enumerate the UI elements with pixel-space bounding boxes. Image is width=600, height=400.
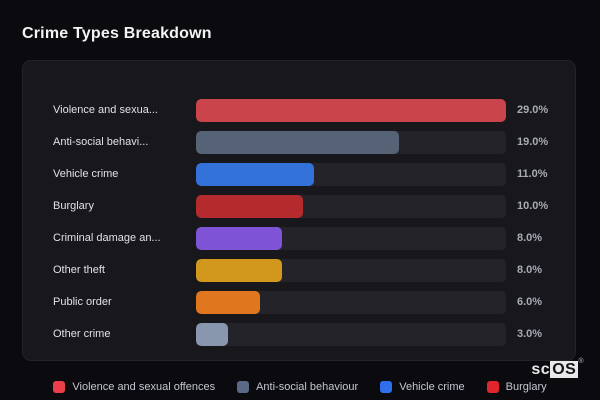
legend-item[interactable]: Vehicle crime (380, 381, 465, 393)
bar[interactable] (196, 322, 229, 346)
bar-row: Criminal damage an... 8.0% (53, 222, 563, 254)
bar-value-label: 3.0% (517, 328, 543, 340)
bar-row: Violence and sexua... 29.0% (53, 94, 563, 126)
page-title: Crime Types Breakdown (22, 25, 212, 42)
bar-track (196, 322, 506, 346)
bar[interactable] (196, 98, 506, 122)
bar-value-label: 11.0% (517, 168, 548, 180)
bar-value-label: 6.0% (517, 296, 543, 308)
legend-label: Burglary (505, 381, 547, 393)
bar-track (196, 226, 506, 250)
crime-breakdown-chart: Violence and sexua... 29.0% Anti-social … (22, 60, 576, 361)
bar-category-label: Public order (53, 296, 112, 308)
bar-category-label: Other theft (53, 264, 105, 276)
bar-track (196, 98, 506, 122)
bar-track (196, 130, 506, 154)
legend-swatch-icon (486, 381, 499, 393)
bar-track (196, 290, 506, 314)
bar-category-label: Vehicle crime (53, 168, 119, 180)
bar-row: Public order 6.0% (53, 286, 563, 318)
legend-item[interactable]: Violence and sexual offences (53, 381, 215, 393)
registered-mark: ® (578, 358, 584, 365)
legend-swatch-icon (380, 381, 393, 393)
bar[interactable] (196, 130, 400, 154)
bar-value-label: 8.0% (517, 264, 543, 276)
legend-label: Violence and sexual offences (72, 381, 216, 393)
brand-logo-prefix: sc (531, 361, 551, 378)
brand-logo: sc OS ® (531, 358, 584, 379)
bar-track (196, 162, 506, 186)
legend-swatch-icon (53, 381, 66, 393)
bar-row: Vehicle crime 11.0% (53, 158, 563, 190)
bar-category-label: Criminal damage an... (53, 232, 161, 244)
bar-value-label: 19.0% (517, 136, 549, 148)
legend-label: Anti-social behaviour (256, 381, 359, 393)
legend-item[interactable]: Anti-social behaviour (237, 381, 358, 393)
bar[interactable] (196, 194, 303, 218)
bar-track (196, 258, 506, 282)
bar-value-label: 8.0% (517, 232, 543, 244)
bar-row: Burglary 10.0% (53, 190, 563, 222)
legend-item[interactable]: Burglary (486, 381, 547, 393)
bar[interactable] (196, 226, 282, 250)
bar[interactable] (196, 162, 314, 186)
bar-value-label: 29.0% (517, 104, 549, 116)
bar-category-label: Anti-social behavi... (53, 136, 149, 148)
brand-logo-suffix: OS (550, 361, 579, 378)
chart-legend: Violence and sexual offences Anti-social… (0, 378, 600, 396)
legend-label: Vehicle crime (399, 381, 465, 393)
bar-track (196, 194, 506, 218)
bar-category-label: Other crime (53, 328, 111, 340)
bar-row: Other theft 8.0% (53, 254, 563, 286)
bar-rows: Violence and sexua... 29.0% Anti-social … (53, 94, 563, 350)
legend-swatch-icon (237, 381, 250, 393)
bar[interactable] (196, 258, 282, 282)
bar-row: Anti-social behavi... 19.0% (53, 126, 563, 158)
bar-category-label: Burglary (53, 200, 94, 212)
bar-value-label: 10.0% (517, 200, 549, 212)
bar[interactable] (196, 290, 261, 314)
bar-category-label: Violence and sexua... (53, 104, 158, 116)
bar-row: Other crime 3.0% (53, 318, 563, 350)
